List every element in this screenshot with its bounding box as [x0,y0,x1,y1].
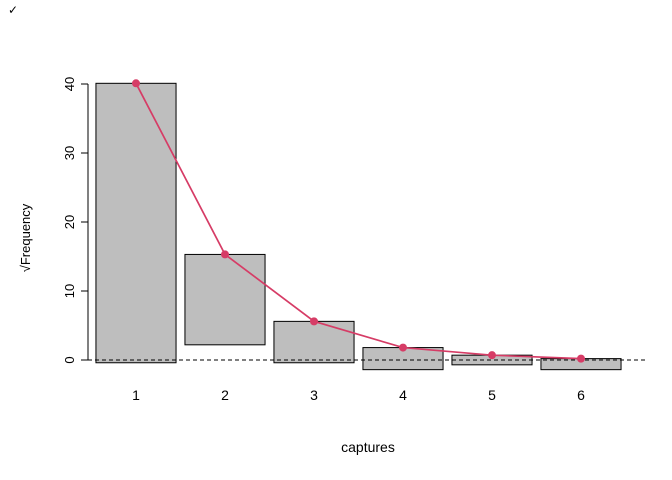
x-axis-title: captures [341,439,395,455]
fitted-point-1 [132,79,140,88]
y-tick-label: 30 [62,146,77,160]
fitted-line [135,82,582,360]
bar-1 [95,82,177,364]
y-tick-label: 0 [62,356,77,363]
fitted-point-5 [488,351,496,360]
corner-mark-icon: ✓ [8,3,18,17]
fitted-point-3 [310,317,318,326]
x-tick-label: 6 [577,387,585,403]
y-axis-title: √Frequency [18,203,33,272]
x-tick-label: 5 [488,387,496,403]
y-tick-label: 10 [62,284,77,298]
fitted-point-6 [577,354,585,363]
bar-3 [273,320,355,364]
fitted-point-2 [221,250,229,259]
x-tick-label: 3 [310,387,318,403]
x-tick-label: 2 [221,387,229,403]
x-tick-label: 4 [399,387,407,403]
bar-2 [184,253,266,346]
x-tick-label: 1 [132,387,140,403]
fitted-point-4 [399,343,407,352]
y-tick-label: 20 [62,215,77,229]
y-tick-label: 40 [62,77,77,91]
